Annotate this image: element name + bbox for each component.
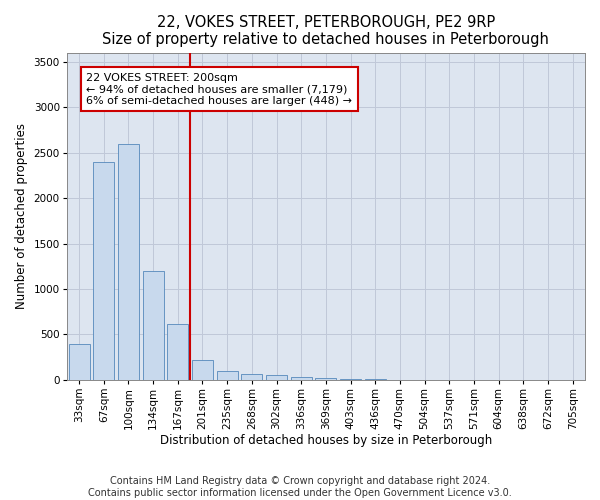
Bar — [167, 324, 188, 380]
Bar — [291, 377, 311, 380]
Bar — [316, 378, 337, 380]
Text: 22 VOKES STREET: 200sqm
← 94% of detached houses are smaller (7,179)
6% of semi-: 22 VOKES STREET: 200sqm ← 94% of detache… — [86, 72, 352, 106]
Title: 22, VOKES STREET, PETERBOROUGH, PE2 9RP
Size of property relative to detached ho: 22, VOKES STREET, PETERBOROUGH, PE2 9RP … — [103, 15, 550, 48]
Bar — [217, 371, 238, 380]
Text: Contains HM Land Registry data © Crown copyright and database right 2024.
Contai: Contains HM Land Registry data © Crown c… — [88, 476, 512, 498]
X-axis label: Distribution of detached houses by size in Peterborough: Distribution of detached houses by size … — [160, 434, 492, 448]
Bar — [266, 376, 287, 380]
Bar — [192, 360, 213, 380]
Bar — [118, 144, 139, 380]
Y-axis label: Number of detached properties: Number of detached properties — [15, 124, 28, 310]
Bar — [68, 344, 89, 380]
Bar — [93, 162, 114, 380]
Bar — [143, 271, 164, 380]
Bar — [241, 374, 262, 380]
Bar — [340, 379, 361, 380]
